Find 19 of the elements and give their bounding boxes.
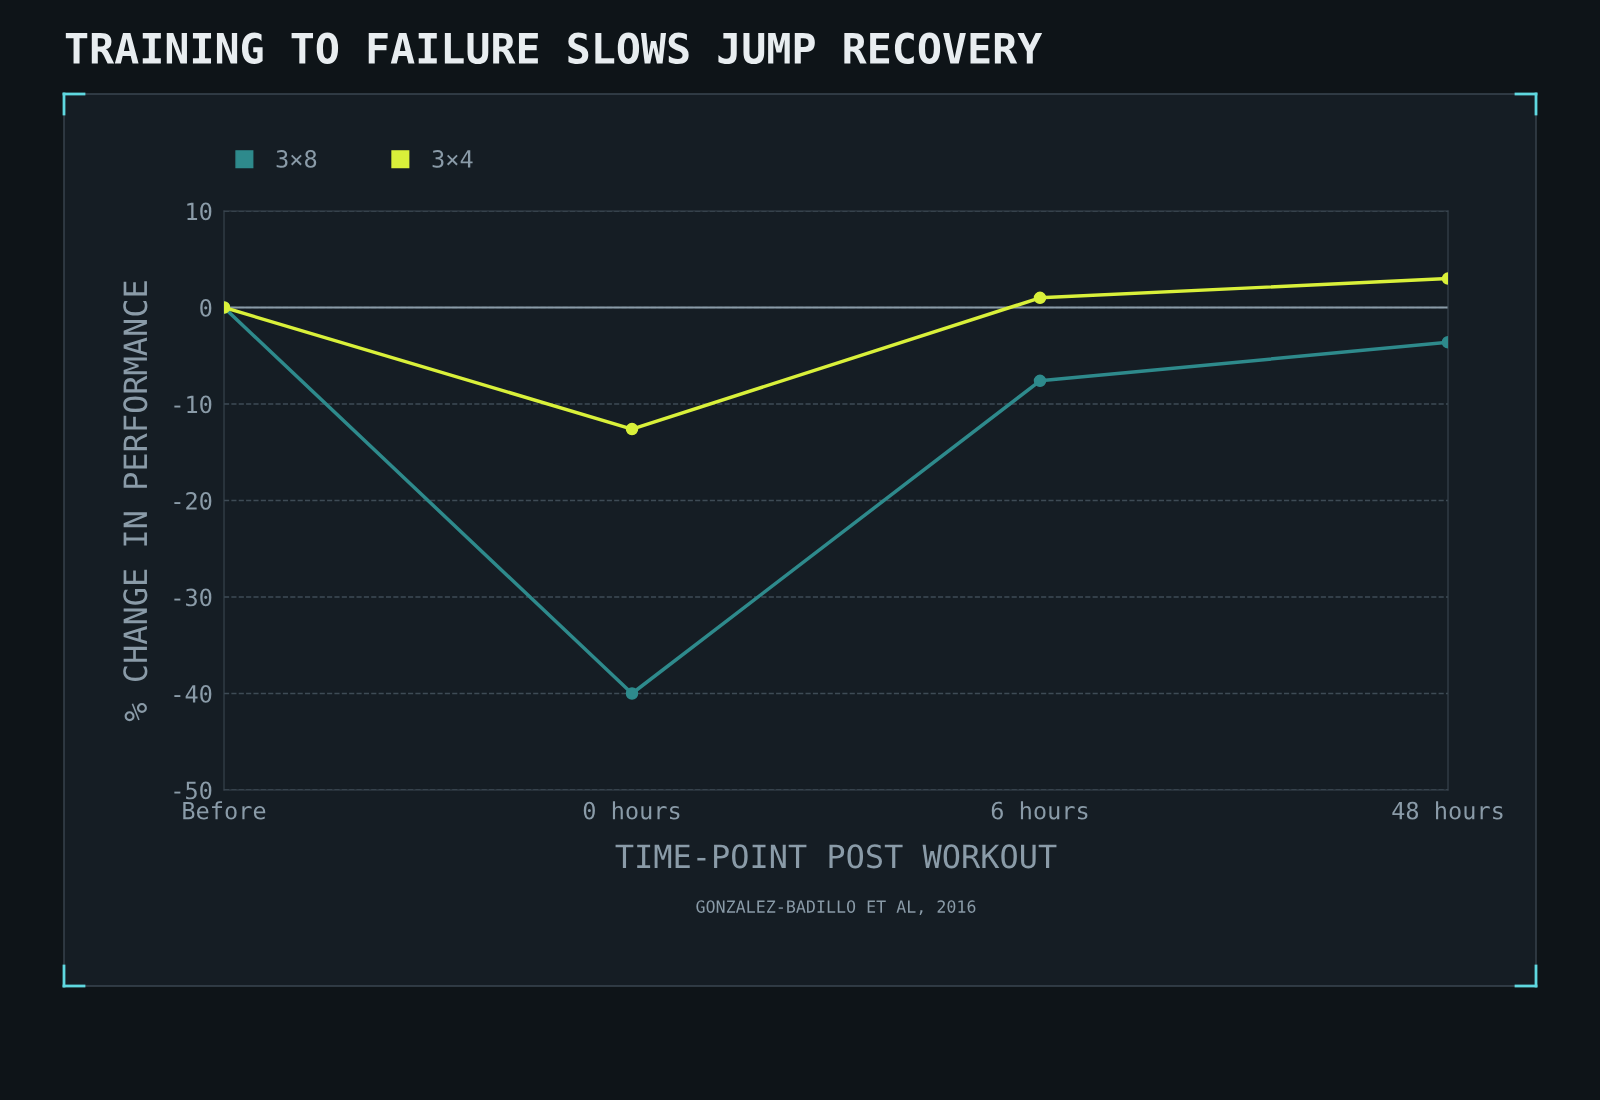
x-tick-label: Before [183, 801, 266, 820]
y-tick-label: 0 [200, 299, 212, 317]
y-tick-label: 10 [187, 202, 212, 221]
y-tick-label: -20 [174, 492, 212, 510]
point [1033, 374, 1047, 388]
x-tick-label: 0 hours [583, 801, 680, 820]
x-tick-label: 48 hours [1392, 801, 1503, 820]
y-tick-label: -50 [174, 781, 212, 800]
text: GONZALEZ-BADILLO ET AL, 2016 [696, 900, 976, 915]
legend-label: 3×4 [432, 149, 473, 168]
x-axis-title: TIME-POINT POST WORKOUT [615, 844, 1057, 869]
y-tick-label: -40 [174, 685, 212, 703]
legend-label: 3×8 [276, 149, 317, 168]
y-tick-label: -30 [174, 588, 212, 607]
y-tick-label: -10 [174, 395, 212, 414]
y-axis-title: % CHANGE IN PERFORMANCE [123, 281, 148, 722]
x-tick-label: 6 hours [991, 801, 1088, 820]
point [625, 687, 639, 700]
chart-title: TRAINING TO FAILURE SLOWS JUMP RECOVERY [65, 32, 1043, 65]
